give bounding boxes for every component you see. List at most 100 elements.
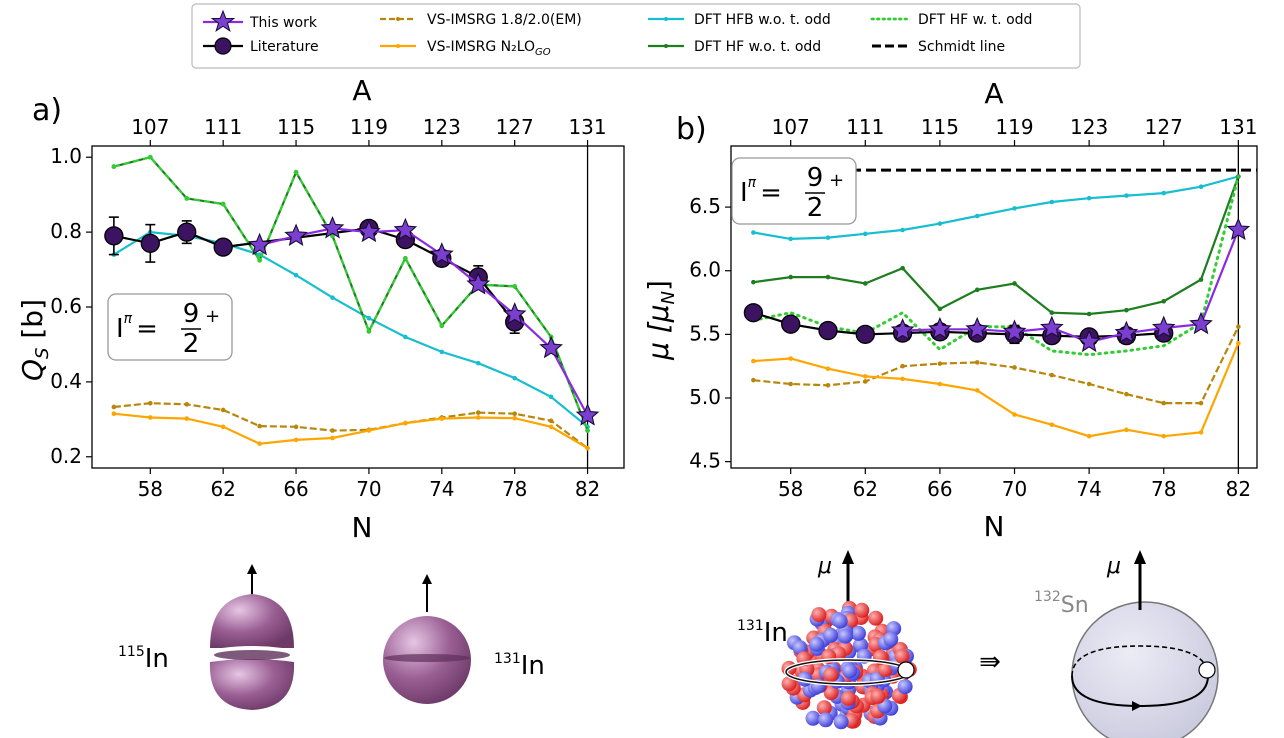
- panel-b-point-vs18: [1049, 372, 1055, 378]
- panel-b-this-work-point: [1226, 217, 1251, 241]
- legend-label-schmidt: Schmidt line: [918, 39, 1005, 55]
- panel-b-this-work-point: [1040, 315, 1064, 339]
- panel-a-point-hfw: [148, 154, 153, 160]
- panel-a-point-hfb: [439, 349, 445, 355]
- nucleon: [894, 648, 910, 664]
- panel-a-x-tick-label: 58: [138, 477, 163, 501]
- panel-a-plot: 58 62 66 70 74 78 82 107 111 115 119 123 127 131 0.2 0.…: [50, 115, 625, 501]
- panel-a-this-work-point: [320, 215, 345, 239]
- panel-b-point-vsgo: [1161, 433, 1167, 439]
- panel-a-point-vs18: [330, 428, 335, 433]
- panel-b-point-vsgo: [825, 366, 831, 372]
- panel-b-point-vs18: [825, 382, 831, 388]
- panel-b-top-axis-label: A: [984, 77, 1003, 110]
- panel-a-point-hfb: [366, 315, 372, 321]
- panel-a-point-vs18: [548, 418, 554, 424]
- panel-b-y-tick-label: 5.5: [689, 321, 721, 345]
- panel-b-point-vs18: [751, 377, 756, 383]
- panel-b-point-vsgo: [900, 376, 905, 382]
- panel-b-y-tick-label: 6.0: [689, 258, 721, 282]
- panel-b-point-hfb: [862, 231, 868, 237]
- panel-a-y-tick-label: 0.2: [50, 444, 82, 468]
- nucleon: [883, 631, 899, 647]
- panel-b-top-tick-label: 107: [772, 115, 810, 139]
- panel-a-series-hfw: [113, 155, 589, 431]
- legend: This work Literature VS-IMSRG 1.8/2.0(EM…: [191, 3, 1081, 69]
- panel-b-point-vsgo: [974, 388, 980, 393]
- panel-b-top-tick-label: 127: [1145, 115, 1183, 139]
- nucleon: [816, 700, 832, 716]
- svg-text:9: 9: [807, 163, 824, 193]
- panel-a-y-tick-label: 1.0: [50, 144, 82, 168]
- nucleon: [877, 662, 893, 678]
- panel-b-point-vsgo: [1049, 422, 1055, 428]
- panel-a-point-vsgo: [475, 415, 481, 420]
- nucleon: [818, 712, 834, 728]
- panel-b-this-work-point: [1114, 320, 1139, 344]
- panel-b-literature-point: [855, 324, 875, 345]
- panel-a-x-tick-label: 66: [283, 477, 308, 501]
- panel-b-this-work-point: [928, 316, 952, 340]
- panel-a-point-hfw: [111, 164, 117, 169]
- panel-b-point-hfwo: [1012, 281, 1017, 286]
- nucleon: [823, 667, 839, 683]
- panel-a-point-vsgo: [111, 411, 117, 417]
- panel-b-x-tick-label: 74: [1076, 477, 1101, 501]
- panel-a-point-hfw: [585, 428, 590, 433]
- panel-a-top-tick-label: 123: [423, 115, 461, 139]
- panel-a-this-work-point: [393, 217, 418, 241]
- panel-b-this-work-point: [1189, 311, 1213, 335]
- panel-a-point-hfb: [475, 360, 481, 366]
- svg-text:+: +: [829, 170, 844, 191]
- panel-a-point-vsgo: [548, 424, 554, 430]
- panel-a-x-tick-label: 62: [210, 477, 235, 501]
- panel-b-y-tick-label: 4.5: [689, 449, 721, 473]
- panel-b-point-vs18: [788, 381, 793, 387]
- panel-a-top-axis-label: A: [352, 74, 371, 107]
- panel-a-this-work-point: [502, 302, 527, 325]
- panel-a-point-vsgo: [330, 435, 335, 441]
- panel-a-point-vs18: [148, 400, 153, 406]
- svg-text:Iπ=: Iπ =: [740, 175, 782, 208]
- panel-b-point-vsgo: [1086, 433, 1092, 439]
- panel-a-y-tick-label: 0.8: [50, 219, 82, 243]
- panel-a-point-hfw: [330, 233, 335, 239]
- panel-a-point-hfw: [439, 323, 445, 329]
- panel-a-x-tick-label: 78: [502, 477, 527, 501]
- legend-label-vsgo: VS-IMSRG N₂LOGO: [427, 39, 551, 58]
- prolate-nucleus-top: [210, 594, 294, 648]
- panel-a-point-vs18: [257, 423, 262, 429]
- panel-a-this-work-point: [575, 403, 600, 426]
- legend-hfb: DFT HFB w.o. t. odd: [648, 12, 831, 28]
- panel-b-point-hfb: [974, 213, 980, 219]
- panel-b-point-vsgo: [1012, 412, 1017, 417]
- panel-a-point-hfw: [293, 169, 299, 175]
- panel-a-this-work-point: [429, 242, 454, 265]
- panel-b-point-vs18: [1012, 365, 1017, 370]
- nucleon: [840, 690, 856, 706]
- panel-a-literature-point: [140, 233, 160, 253]
- svg-text:131In: 131In: [494, 651, 545, 681]
- panel-b-label: b): [676, 112, 707, 147]
- panel-b-literature-point: [743, 303, 764, 323]
- panel-b-point-hfwo: [1124, 307, 1129, 313]
- panel-a-point-vsgo: [512, 415, 517, 421]
- panel-a-point-vs18: [293, 424, 299, 430]
- panel-b-top-tick-label: 119: [995, 115, 1033, 139]
- panel-b-point-vs18: [1086, 381, 1092, 387]
- panel-a-point-hfb: [330, 295, 335, 300]
- panel-a-series-this_work: [259, 227, 589, 417]
- panel-b-point-hfwo: [1049, 310, 1055, 316]
- panel-a-this-work-point: [284, 223, 308, 246]
- panel-b-point-hfwo: [974, 287, 980, 293]
- panel-b-point-hfb: [825, 235, 831, 240]
- illustration-in115: 115In: [118, 564, 295, 710]
- panel-a-point-vsgo: [293, 437, 299, 443]
- svg-text:+: +: [205, 306, 220, 327]
- nucleon: [851, 625, 866, 641]
- panel-a-literature-point: [104, 226, 124, 246]
- nucleon: [805, 710, 821, 726]
- panel-a-point-vsgo: [257, 441, 262, 446]
- panel-a-x-axis-label: N: [352, 511, 373, 544]
- panel-a-point-vsgo: [585, 445, 590, 451]
